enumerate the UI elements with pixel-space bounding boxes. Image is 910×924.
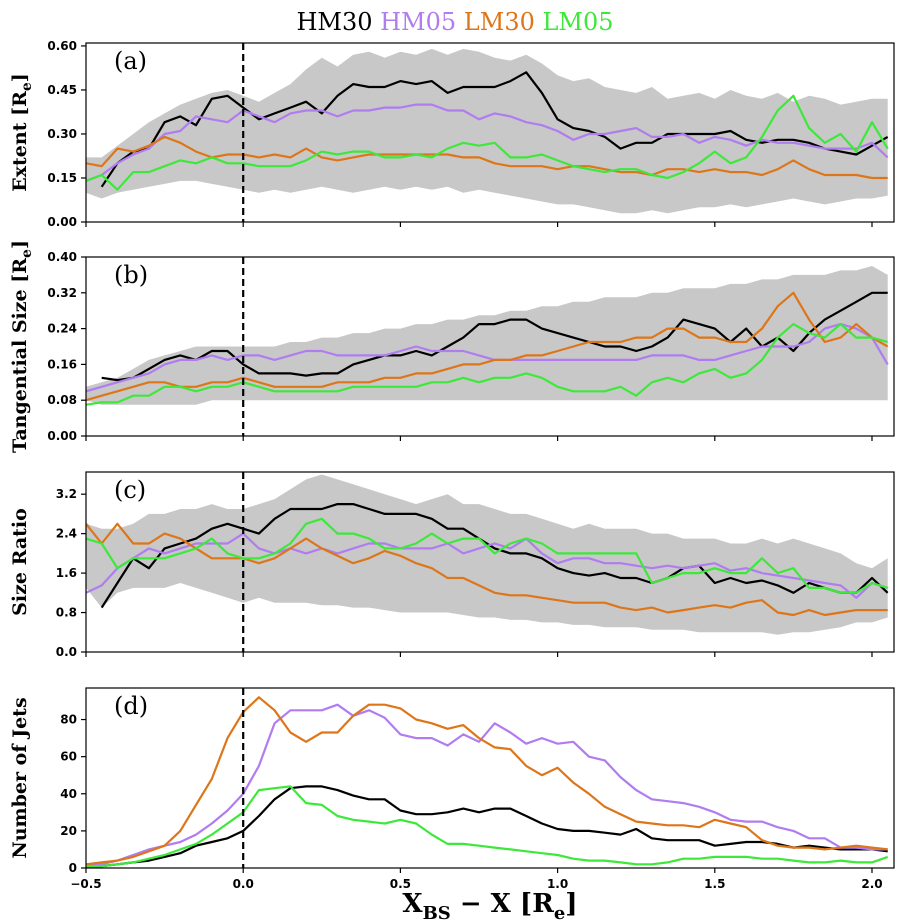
panels: 0.000.150.300.450.60(a)Extent [Re]0.000.… xyxy=(9,39,895,891)
plot-frame xyxy=(85,687,895,869)
y-tick-label: 3.2 xyxy=(56,487,77,501)
legend-text: HM30 HM05 LM30 LM05 xyxy=(296,8,613,36)
legend-item-lm05: LM05 xyxy=(535,8,614,36)
plot-frame xyxy=(85,42,895,223)
plot-frame xyxy=(85,471,895,653)
y-tick-label: 1.6 xyxy=(56,566,77,580)
y-axis-label: Size Ratio xyxy=(9,508,31,616)
series-line-lm30 xyxy=(86,135,888,180)
legend-item-hm05: HM05 xyxy=(373,8,457,36)
series-line-hm05 xyxy=(86,703,888,868)
series-line-hm30 xyxy=(100,503,889,609)
y-tick-label: 0.30 xyxy=(47,127,77,141)
series-line-hm30 xyxy=(86,785,888,868)
y-axis-label: Number of Jets xyxy=(9,697,31,858)
x-tick-label: 1.5 xyxy=(704,877,725,891)
y-tick-label: 0.16 xyxy=(47,357,77,371)
series-line-hm05 xyxy=(86,323,889,393)
panel-tag: (b) xyxy=(114,261,148,289)
y-tick-label: 80 xyxy=(60,713,77,727)
spread-band xyxy=(86,266,888,405)
y-tick-label: 0.8 xyxy=(56,606,77,620)
legend-item-hm30: HM30 xyxy=(296,8,372,36)
y-tick-label: 0.40 xyxy=(47,250,77,264)
panel-tag: (d) xyxy=(114,692,148,720)
panel-a: 0.00 0.15 0.30 0.45 0.60 (a) Extent [Re] xyxy=(9,39,895,229)
series-line-lm05 xyxy=(86,517,889,594)
x-tick-label: 0.5 xyxy=(390,877,411,891)
y-tick-label: 20 xyxy=(60,824,77,838)
x-tick-label: −0.5 xyxy=(70,877,101,891)
spread-band xyxy=(86,474,888,635)
x-tick-label: 1.0 xyxy=(547,877,568,891)
y-tick-label: 0.08 xyxy=(47,393,77,407)
legend: HM30 HM05 LM30 LM05 xyxy=(296,8,613,36)
y-tick-label: 0 xyxy=(69,861,77,875)
y-tick-label: 0.32 xyxy=(47,286,77,300)
series-line-lm30 xyxy=(86,522,888,617)
series-line-lm05 xyxy=(86,323,888,406)
y-tick-label: 60 xyxy=(60,750,77,764)
panel-c: 0.0 0.8 1.6 2.4 3.2 (c) Size Ratio xyxy=(9,471,895,659)
panel-d: 0 20 40 60 80 −0.5 0.0 0.5 1.0 1.5 2.0 (d) Number of… xyxy=(9,687,895,891)
x-axis-label: XBS − X [Re] xyxy=(402,889,577,924)
y-tick-label: 0.24 xyxy=(47,322,77,336)
panel-tag: (c) xyxy=(114,476,146,504)
y-tick-label: 0.0 xyxy=(56,645,77,659)
x-tick-label: 2.0 xyxy=(861,877,882,891)
y-axis-label: Extent [Re] xyxy=(9,73,35,192)
panel-tag: (a) xyxy=(114,47,147,75)
spread-band xyxy=(86,48,888,214)
plot-frame xyxy=(85,256,895,437)
y-tick-label: 40 xyxy=(60,787,77,801)
y-tick-label: 0.00 xyxy=(47,429,77,443)
series-line-lm05 xyxy=(86,94,889,191)
panel-b: 0.00 0.08 0.16 0.24 0.32 0.40 (b) Tangential Si… xyxy=(9,240,895,453)
series-line-hm30 xyxy=(101,291,888,382)
series-line-lm30 xyxy=(86,291,889,402)
series-line-lm05 xyxy=(86,785,889,868)
y-tick-label: 0.60 xyxy=(47,39,77,53)
y-tick-label: 0.15 xyxy=(47,171,77,185)
y-tick-label: 2.4 xyxy=(56,527,77,541)
series-line-hm05 xyxy=(86,103,889,182)
y-axis-label: Tangential Size [Re] xyxy=(9,240,35,453)
y-tick-label: 0.45 xyxy=(47,83,77,97)
x-tick-label: 0.0 xyxy=(233,877,254,891)
legend-item-lm30: LM30 xyxy=(456,8,535,36)
y-tick-label: 0.00 xyxy=(47,215,77,229)
series-line-lm30 xyxy=(86,696,888,866)
